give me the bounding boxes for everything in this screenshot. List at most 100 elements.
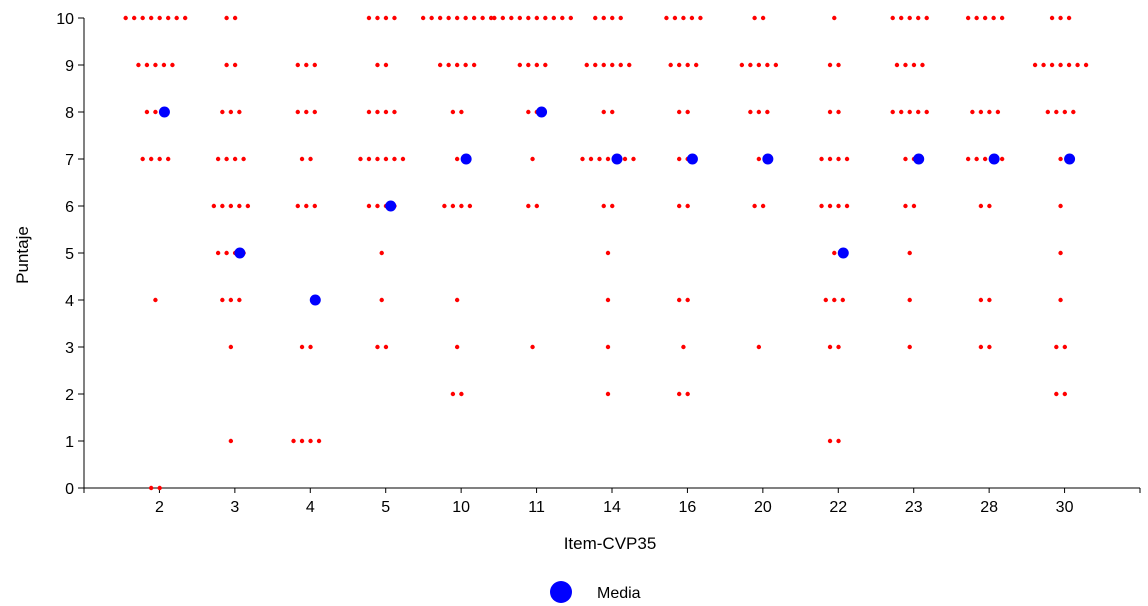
- data-point: [1054, 345, 1058, 349]
- data-point: [819, 204, 823, 208]
- y-tick-label: 9: [65, 58, 74, 75]
- data-point: [157, 157, 161, 161]
- data-point: [560, 16, 564, 20]
- data-point: [304, 110, 308, 114]
- data-point: [920, 63, 924, 67]
- x-ticks: 2 3 4 5 10 11 14 16 20 22 23 28 30: [84, 488, 1140, 516]
- data-point: [518, 63, 522, 67]
- data-point: [149, 486, 153, 490]
- data-point: [237, 298, 241, 302]
- data-point: [610, 16, 614, 20]
- data-point: [367, 204, 371, 208]
- data-point: [765, 63, 769, 67]
- data-point: [1084, 63, 1088, 67]
- data-point: [149, 157, 153, 161]
- data-point: [375, 204, 379, 208]
- data-point: [1033, 63, 1037, 67]
- data-point: [401, 157, 405, 161]
- data-point: [832, 251, 836, 255]
- x-tick-label: 4: [306, 499, 315, 516]
- data-point: [748, 110, 752, 114]
- mean-marker: [461, 154, 472, 165]
- x-tick-label: 22: [829, 499, 847, 516]
- data-point: [375, 157, 379, 161]
- data-point: [535, 204, 539, 208]
- data-point: [300, 439, 304, 443]
- data-point: [761, 204, 765, 208]
- data-point: [819, 157, 823, 161]
- data-point: [123, 16, 127, 20]
- data-point: [451, 392, 455, 396]
- data-point: [912, 204, 916, 208]
- data-point: [526, 110, 530, 114]
- data-point: [304, 204, 308, 208]
- data-point: [1067, 16, 1071, 20]
- data-point: [908, 345, 912, 349]
- data-point: [606, 251, 610, 255]
- x-tick-label: 30: [1056, 499, 1074, 516]
- data-point: [610, 110, 614, 114]
- data-point: [593, 16, 597, 20]
- data-point: [895, 63, 899, 67]
- x-tick-label: 28: [980, 499, 998, 516]
- data-point: [1063, 110, 1067, 114]
- data-point: [367, 157, 371, 161]
- data-point: [1067, 63, 1071, 67]
- data-point: [979, 298, 983, 302]
- y-tick-label: 10: [56, 11, 74, 28]
- data-point: [166, 16, 170, 20]
- mean-marker: [989, 154, 1000, 165]
- data-point: [530, 345, 534, 349]
- data-point: [501, 16, 505, 20]
- data-point: [836, 439, 840, 443]
- data-point: [580, 157, 584, 161]
- data-point: [619, 63, 623, 67]
- data-point: [1058, 157, 1062, 161]
- data-point: [757, 63, 761, 67]
- data-point: [685, 110, 689, 114]
- data-point: [229, 298, 233, 302]
- data-point: [183, 16, 187, 20]
- data-point: [836, 63, 840, 67]
- data-point: [685, 63, 689, 67]
- data-point: [828, 110, 832, 114]
- data-point: [380, 298, 384, 302]
- data-point: [832, 298, 836, 302]
- data-point: [1046, 110, 1050, 114]
- data-point: [1000, 157, 1004, 161]
- mean-marker: [159, 107, 170, 118]
- data-point: [832, 16, 836, 20]
- data-point: [677, 392, 681, 396]
- data-point: [694, 63, 698, 67]
- data-point: [903, 157, 907, 161]
- data-point: [1050, 16, 1054, 20]
- data-point: [602, 204, 606, 208]
- data-point: [983, 157, 987, 161]
- data-point: [472, 16, 476, 20]
- data-point: [752, 204, 756, 208]
- data-point: [623, 157, 627, 161]
- data-point: [224, 157, 228, 161]
- data-point: [304, 63, 308, 67]
- x-tick-label: 11: [528, 499, 545, 516]
- data-point: [492, 16, 496, 20]
- data-point: [384, 345, 388, 349]
- data-point: [300, 157, 304, 161]
- y-tick-label: 6: [65, 199, 74, 216]
- data-point: [233, 157, 237, 161]
- y-tick-label: 3: [65, 340, 74, 357]
- data-point: [606, 298, 610, 302]
- data-point: [602, 16, 606, 20]
- data-point: [384, 157, 388, 161]
- data-point: [455, 16, 459, 20]
- data-point: [438, 63, 442, 67]
- data-point: [229, 204, 233, 208]
- data-point: [136, 63, 140, 67]
- data-point: [991, 16, 995, 20]
- data-point: [140, 157, 144, 161]
- data-point: [308, 439, 312, 443]
- data-point: [392, 110, 396, 114]
- data-point: [1041, 63, 1045, 67]
- data-point: [748, 63, 752, 67]
